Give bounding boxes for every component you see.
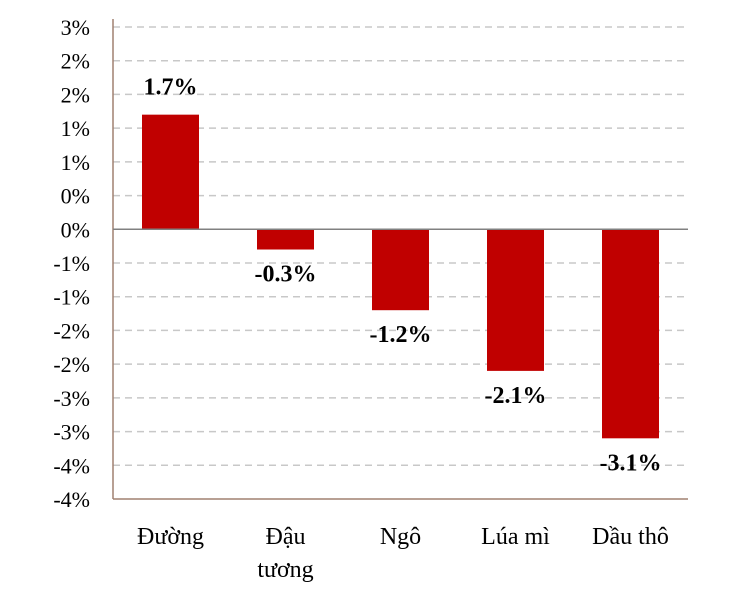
bar bbox=[142, 114, 199, 230]
category-label: tương bbox=[257, 557, 313, 583]
data-label: 1.7% bbox=[144, 75, 198, 101]
axes bbox=[112, 19, 688, 500]
bar bbox=[602, 229, 659, 439]
bar bbox=[372, 229, 429, 311]
y-tick-label: -3% bbox=[53, 386, 90, 411]
y-tick-label: 1% bbox=[61, 116, 90, 141]
category-label: Đậu bbox=[266, 524, 306, 550]
data-label: -1.2% bbox=[370, 322, 432, 348]
category-label: Lúa mì bbox=[481, 524, 550, 550]
y-tick-label: -1% bbox=[53, 285, 90, 310]
bar bbox=[257, 229, 314, 250]
y-tick-label: -1% bbox=[53, 251, 90, 276]
bars bbox=[142, 114, 659, 439]
y-tick-label: -4% bbox=[53, 453, 90, 478]
y-tick-label: 3% bbox=[61, 15, 90, 40]
y-tick-label: 2% bbox=[61, 49, 90, 74]
y-tick-label: 0% bbox=[61, 217, 90, 242]
bar bbox=[487, 229, 544, 371]
y-tick-label: -2% bbox=[53, 318, 90, 343]
y-tick-label: 2% bbox=[61, 82, 90, 107]
category-label: Dầu thô bbox=[592, 524, 669, 550]
y-tick-label: 1% bbox=[61, 150, 90, 175]
y-tick-label: -3% bbox=[53, 420, 90, 445]
y-tick-label: 0% bbox=[61, 184, 90, 209]
y-tick-label: -4% bbox=[53, 487, 90, 512]
y-tick-label: -2% bbox=[53, 352, 90, 377]
labels: 3% 2% 2% 1% 1% 0% 0% -1% -1% -2% -2% -3% -3% -4% -4% Đư… bbox=[53, 15, 668, 583]
data-label: -0.3% bbox=[255, 262, 317, 288]
category-label: Ngô bbox=[380, 524, 421, 550]
category-label: Đường bbox=[137, 524, 204, 550]
data-label: -3.1% bbox=[600, 450, 662, 476]
data-label: -2.1% bbox=[485, 383, 547, 409]
